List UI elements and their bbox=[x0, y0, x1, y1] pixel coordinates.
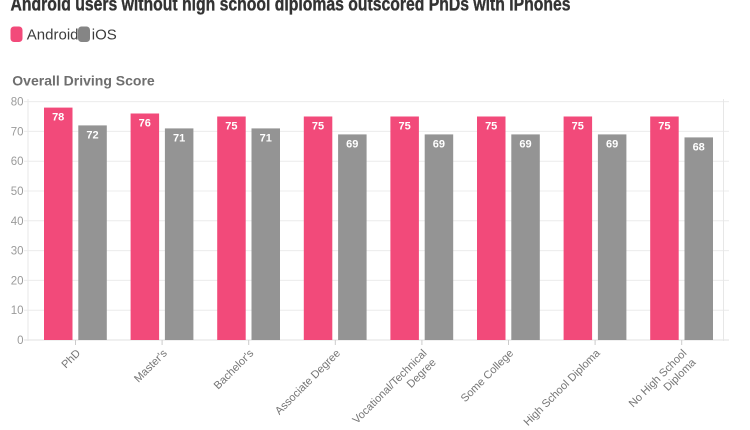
svg-text:75: 75 bbox=[485, 121, 497, 133]
svg-text:69: 69 bbox=[433, 138, 445, 150]
svg-text:69: 69 bbox=[519, 138, 531, 150]
svg-text:75: 75 bbox=[225, 121, 237, 133]
svg-text:68: 68 bbox=[693, 141, 705, 153]
svg-text:71: 71 bbox=[260, 132, 272, 144]
svg-text:78: 78 bbox=[52, 112, 64, 124]
svg-text:iOS: iOS bbox=[92, 26, 117, 43]
svg-text:71: 71 bbox=[173, 132, 185, 144]
svg-text:60: 60 bbox=[11, 156, 24, 168]
svg-text:70: 70 bbox=[11, 126, 24, 138]
svg-text:80: 80 bbox=[11, 97, 24, 109]
svg-text:75: 75 bbox=[398, 121, 410, 133]
svg-text:Overall Driving Score: Overall Driving Score bbox=[12, 73, 155, 89]
svg-text:20: 20 bbox=[11, 275, 24, 287]
svg-text:72: 72 bbox=[86, 129, 98, 141]
svg-text:Android users without high sch: Android users without high school diplom… bbox=[10, 0, 570, 15]
svg-text:69: 69 bbox=[346, 138, 358, 150]
svg-text:0: 0 bbox=[17, 335, 23, 347]
svg-text:50: 50 bbox=[11, 186, 24, 198]
svg-text:40: 40 bbox=[11, 216, 24, 228]
svg-text:76: 76 bbox=[139, 118, 151, 130]
svg-text:75: 75 bbox=[572, 121, 584, 133]
svg-text:75: 75 bbox=[658, 121, 670, 133]
svg-text:69: 69 bbox=[606, 138, 618, 150]
svg-text:30: 30 bbox=[11, 246, 24, 258]
svg-text:75: 75 bbox=[312, 121, 324, 133]
svg-text:10: 10 bbox=[11, 305, 24, 317]
svg-text:Android: Android bbox=[27, 26, 79, 43]
